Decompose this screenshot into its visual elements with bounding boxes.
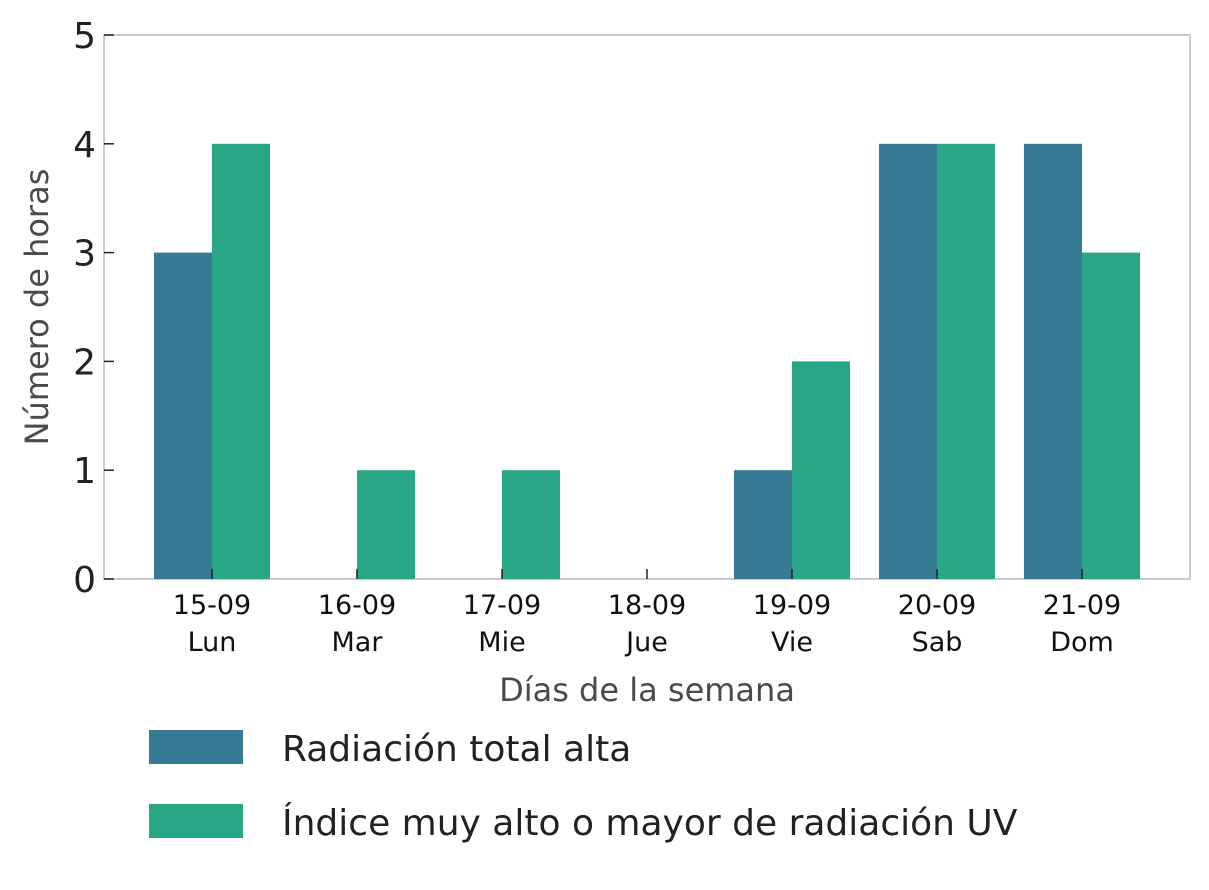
bar-1-7 [1024, 143, 1082, 580]
x-tick-label-7: 21-09 Dom [1043, 590, 1121, 658]
bar-2-2 [357, 470, 415, 579]
x-axis: 15-09 Lun 16-09 Mar 17-09 Mie 18-09 Jue 19-09 Vie… [173, 569, 1121, 658]
legend-label-1: Radiación total alta [282, 729, 631, 770]
y-tick-label-2: 2 [73, 342, 96, 383]
bars-group [154, 143, 1140, 580]
y-tick-label-1: 1 [73, 451, 96, 492]
y-tick-label-3: 3 [73, 234, 96, 275]
bar-2-5 [792, 361, 850, 579]
x-tick-label-5: 19-09 Vie [753, 590, 831, 658]
bar-2-6 [937, 143, 995, 580]
legend-swatch-2 [149, 804, 243, 838]
y-axis-label: Número de horas [18, 169, 56, 446]
x-tick-label-3: 17-09 Mie [463, 590, 541, 658]
bar-2-1 [212, 143, 270, 580]
legend: Radiación total alta Índice muy alto o ma… [149, 729, 1018, 844]
legend-swatch-1 [149, 730, 243, 764]
y-axis: 0 1 2 3 4 5 [73, 16, 114, 601]
y-tick-label-0: 0 [73, 560, 96, 601]
x-tick-label-4: 18-09 Jue [608, 590, 686, 658]
x-tick-label-6: 20-09 Sab [898, 590, 976, 658]
bar-2-3 [502, 470, 560, 579]
y-tick-label-4: 4 [73, 125, 96, 166]
x-tick-label-1: 15-09 Lun [173, 590, 251, 658]
x-tick-label-2: 16-09 Mar [318, 590, 396, 658]
y-tick-label-5: 5 [73, 16, 96, 57]
bar-1-5 [734, 470, 792, 579]
legend-label-2: Índice muy alto o mayor de radiación UV [282, 802, 1018, 844]
bar-1-1 [154, 252, 212, 579]
bar-2-7 [1082, 252, 1140, 579]
bar-1-6 [879, 143, 937, 580]
x-axis-label: Días de la semana [499, 671, 795, 709]
